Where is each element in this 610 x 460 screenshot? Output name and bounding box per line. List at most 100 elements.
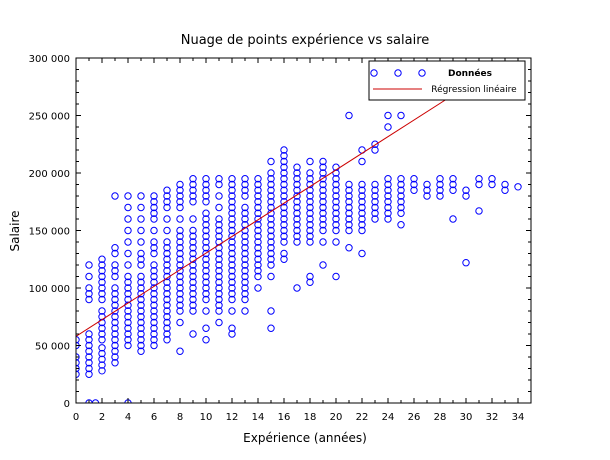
data-point — [462, 186, 470, 194]
data-point — [241, 272, 249, 281]
data-point — [241, 295, 249, 304]
data-point — [319, 180, 327, 189]
data-point — [150, 341, 158, 350]
data-point — [371, 198, 379, 206]
data-point — [98, 349, 106, 358]
data-point — [293, 284, 301, 292]
data-point — [267, 232, 275, 240]
data-point — [267, 238, 275, 246]
x-axis-label: Expérience (années) — [243, 431, 367, 445]
data-point — [202, 175, 210, 183]
data-point — [228, 209, 236, 217]
data-point — [163, 198, 171, 206]
data-point — [384, 215, 392, 223]
data-point — [189, 215, 197, 223]
data-point — [98, 307, 106, 315]
data-point — [345, 221, 353, 229]
data-point — [228, 192, 236, 200]
data-point — [137, 290, 145, 298]
data-point — [410, 186, 418, 194]
data-point — [189, 278, 197, 286]
data-point — [280, 215, 288, 223]
data-point — [397, 192, 405, 200]
y-tick-label: 150 000 — [29, 227, 70, 238]
data-point — [111, 313, 119, 321]
data-point — [150, 249, 158, 258]
data-point — [306, 238, 314, 246]
legend-marker-circle — [418, 69, 426, 77]
data-point — [306, 203, 314, 212]
data-point — [436, 180, 444, 189]
data-point — [254, 272, 262, 281]
data-point — [228, 261, 236, 269]
data-point — [358, 180, 366, 189]
data-point — [150, 295, 158, 304]
data-point — [150, 307, 158, 315]
data-point — [358, 157, 366, 166]
data-point — [306, 175, 314, 183]
data-point — [98, 261, 106, 269]
data-point — [176, 249, 184, 258]
x-tick-label: 12 — [226, 412, 239, 423]
data-point — [215, 261, 223, 269]
x-tick-label: 32 — [486, 412, 499, 423]
data-point — [280, 209, 288, 217]
data-point — [436, 186, 444, 194]
data-point — [293, 238, 301, 246]
data-point — [306, 221, 314, 229]
y-tick-label: 300 000 — [29, 54, 70, 65]
data-point — [280, 226, 288, 235]
data-point — [176, 232, 184, 240]
data-point — [267, 215, 275, 223]
data-point — [462, 192, 470, 200]
x-tick-label: 20 — [330, 412, 343, 423]
data-point — [228, 175, 236, 183]
data-point — [293, 169, 301, 177]
data-point — [397, 209, 405, 217]
data-point — [137, 192, 145, 200]
regression-line — [76, 86, 467, 337]
data-point — [202, 290, 210, 298]
data-point — [98, 330, 106, 338]
data-point — [189, 272, 197, 281]
data-point — [358, 203, 366, 212]
data-point — [267, 226, 275, 235]
data-point — [267, 186, 275, 194]
data-point — [176, 272, 184, 281]
data-point — [202, 278, 210, 286]
data-point — [306, 169, 314, 177]
data-point — [228, 198, 236, 206]
data-point — [189, 226, 197, 235]
data-point — [111, 261, 119, 269]
data-point — [137, 301, 145, 309]
data-point — [150, 261, 158, 269]
data-point — [332, 203, 340, 212]
data-point — [254, 226, 262, 235]
data-point — [384, 209, 392, 217]
data-point — [397, 175, 405, 183]
data-point — [267, 203, 275, 212]
data-point — [241, 215, 249, 223]
data-point — [111, 353, 119, 361]
data-point — [488, 180, 496, 189]
data-point — [150, 313, 158, 321]
data-point — [163, 238, 171, 246]
data-point — [85, 364, 93, 373]
data-point — [98, 324, 106, 332]
data-point — [384, 186, 392, 194]
data-point — [293, 232, 301, 240]
x-tick-label: 28 — [434, 412, 447, 423]
data-point — [163, 295, 171, 304]
y-tick-label: 200 000 — [29, 169, 70, 180]
data-point — [293, 226, 301, 235]
data-point — [267, 192, 275, 200]
data-point — [202, 192, 210, 200]
data-point — [215, 215, 223, 223]
data-point — [371, 215, 379, 223]
data-point — [137, 318, 145, 327]
data-point — [475, 207, 483, 215]
data-point — [345, 198, 353, 206]
data-point — [436, 192, 444, 200]
x-tick-label: 2 — [99, 412, 105, 423]
data-point — [98, 355, 106, 363]
